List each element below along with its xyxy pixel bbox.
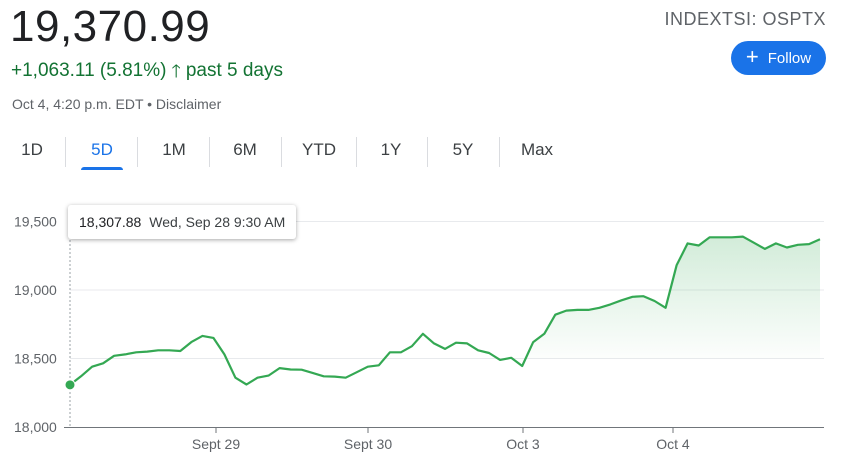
tab-divider [356, 137, 357, 167]
tab-label: YTD [302, 140, 336, 159]
tab-divider [499, 137, 500, 167]
y-tick-label: 19,000 [14, 282, 57, 298]
tab-divider [137, 137, 138, 167]
quote-timestamp[interactable]: Oct 4, 4:20 p.m. EDT • Disclaimer [12, 96, 222, 112]
tab-1d[interactable]: 1D [10, 133, 54, 167]
tab-ytd[interactable]: YTD [292, 133, 346, 167]
tab-label: 6M [233, 140, 257, 159]
tooltip-time: Wed, Sep 28 9:30 AM [149, 214, 286, 230]
y-tick-label: 18,000 [14, 419, 57, 435]
tab-1m[interactable]: 1M [150, 133, 198, 167]
tab-5d[interactable]: 5D [81, 133, 123, 170]
ticker-symbol: INDEXTSI: OSPTX [664, 9, 826, 29]
tab-label: 1Y [380, 140, 402, 159]
hover-marker [64, 379, 76, 391]
tab-5y[interactable]: 5Y [440, 133, 486, 167]
tab-divider [281, 137, 282, 167]
y-tick-label: 18,500 [14, 351, 57, 367]
change-period: past 5 days [185, 60, 283, 81]
y-tick-label: 19,500 [14, 214, 57, 230]
plus-icon: + [745, 44, 759, 69]
index-price: 19,370.99 [10, 2, 211, 51]
tab-6m[interactable]: 6M [222, 133, 268, 167]
tab-label: 1D [21, 140, 43, 159]
x-tick-label: Oct 3 [506, 436, 540, 452]
x-tick-label: Oct 4 [656, 436, 690, 452]
x-tick-label: Sept 30 [344, 436, 392, 452]
tab-label: 5Y [452, 140, 474, 159]
tab-divider [65, 137, 66, 167]
x-tick-label: Sept 29 [192, 436, 240, 452]
chart-tooltip: 18,307.88 Wed, Sep 28 9:30 AM [68, 205, 297, 239]
price-change: +1,063.11 (5.81%) 🡑 past 5 days [11, 59, 283, 83]
tab-label: Max [520, 140, 554, 159]
follow-label: Follow [767, 49, 812, 67]
arrow-up-icon: 🡑 [171, 61, 181, 81]
series-area [522, 236, 820, 366]
tab-1y[interactable]: 1Y [368, 133, 414, 167]
change-value: +1,063.11 (5.81%) [11, 60, 167, 81]
follow-button[interactable]: + Follow [731, 41, 826, 75]
tab-divider [427, 137, 428, 167]
series-line [69, 235, 821, 386]
price-chart[interactable]: 18,000 18,500 19,000 19,500 Sept 29 Sept 30 Oc… [0, 180, 844, 467]
tab-divider [209, 137, 210, 167]
tooltip-value: 18,307.88 [79, 214, 142, 230]
tab-label: 5D [91, 140, 113, 159]
tab-label: 1M [162, 140, 186, 159]
tab-max[interactable]: Max [512, 133, 562, 167]
